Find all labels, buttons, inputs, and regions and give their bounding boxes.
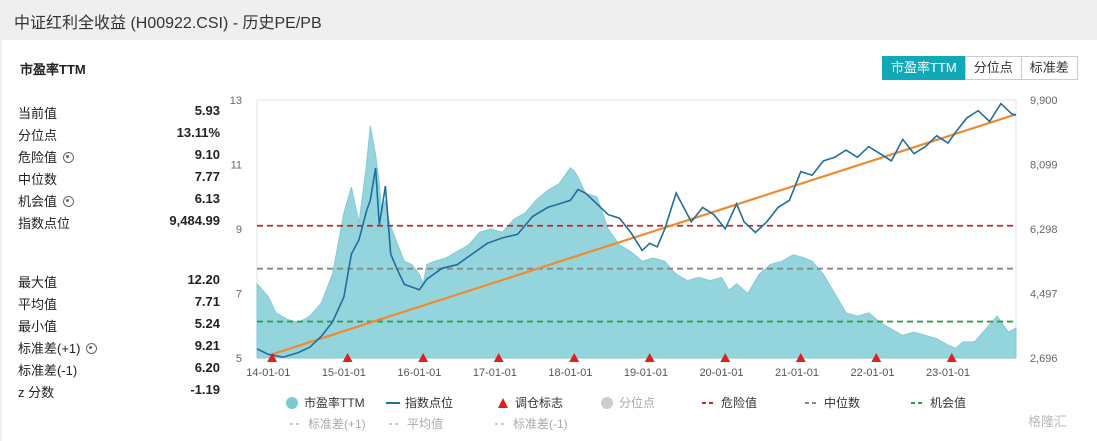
stat-label: 标准差(+1): [18, 338, 98, 357]
stat-row: 指数点位 9,484.99: [18, 210, 220, 232]
gear-icon[interactable]: [63, 196, 75, 207]
stat-value: -1.19: [190, 382, 220, 397]
rebalance-marker: [946, 353, 957, 362]
pe-area-series: [256, 125, 1017, 359]
metric-toggle: 市盈率TTM 分位点 标准差: [882, 56, 1078, 80]
stat-value: 12.20: [187, 272, 220, 287]
stat-row: 平均值 7.71: [18, 291, 220, 313]
stat-label: 危险值: [18, 147, 75, 166]
x-tick-label: 19-01-01: [624, 367, 668, 379]
stat-label: 最大值: [18, 275, 58, 290]
title-bar: 中证红利全收益 (H00922.CSI) - 历史PE/PB: [0, 0, 1097, 40]
stat-value: 7.77: [194, 169, 220, 184]
legend-label: 中位数: [824, 395, 860, 410]
stat-label: z 分数: [18, 385, 55, 400]
legend-label: 指数点位: [405, 395, 453, 410]
index-line-series: [256, 102, 1017, 358]
y-right-tick-label: 2,696: [1030, 353, 1058, 365]
legend-label: 机会值: [930, 395, 966, 410]
page-title: 中证红利全收益 (H00922.CSI) - 历史PE/PB: [14, 15, 322, 32]
stat-row: 标准差(+1) 9.21: [18, 335, 220, 357]
stat-row: 当前值 5.93: [18, 100, 220, 122]
x-tick-label: 16-01-01: [397, 367, 441, 379]
pe-chart: 5 7 9 11 13 2,696 4,497 6,298 8,099 9,900 14-01-01…: [230, 95, 1058, 431]
y-right-tick-label: 6,298: [1030, 224, 1058, 236]
stats-bottom-panel: 最大值 12.20 平均值 7.71 最小值 5.24 标准差(+1) 9.21 标准差…: [18, 269, 220, 401]
x-tick-label: 17-01-01: [473, 367, 517, 379]
x-tick-label: 23-01-01: [926, 367, 970, 379]
legend-label: 平均值: [407, 416, 443, 431]
stat-value: 9.10: [194, 147, 220, 162]
rebalance-marker: [418, 353, 429, 362]
y-left-tick-label: 13: [230, 95, 242, 107]
y-left-tick-label: 5: [236, 353, 242, 365]
legend-label: 调仓标志: [515, 396, 563, 410]
stat-value: 6.20: [194, 360, 220, 375]
stat-value: 5.24: [194, 316, 220, 331]
rebalance-marker: [795, 353, 806, 362]
x-tick-label: 22-01-01: [850, 367, 894, 379]
legend-swatch-percentile: [601, 397, 613, 409]
section-title: 市盈率TTM: [20, 62, 86, 77]
chart-card: 市盈率TTM 市盈率TTM 分位点 标准差 当前值 5.93 分位点 13.11% …: [2, 40, 1097, 441]
gear-icon[interactable]: [86, 343, 98, 354]
rebalance-marker: [871, 353, 882, 362]
y-left-tick-label: 11: [231, 160, 242, 172]
legend-label: 标准差(-1): [513, 417, 568, 431]
stat-label: 最小值: [18, 319, 58, 334]
y-right-tick-label: 4,497: [1030, 289, 1058, 301]
stat-label: 分位点: [18, 128, 58, 143]
x-tick-label: 21-01-01: [775, 367, 819, 379]
x-tick-label: 15-01-01: [322, 367, 366, 379]
rebalance-marker: [342, 353, 353, 362]
legend-label: 标准差(+1): [308, 417, 366, 431]
rebalance-marker: [493, 353, 504, 362]
stat-value: 5.93: [194, 103, 220, 118]
stat-label: 指数点位: [18, 216, 71, 231]
stat-value: 9.21: [194, 338, 220, 353]
x-tick-label: 20-01-01: [699, 367, 743, 379]
stat-row: z 分数 -1.19: [18, 379, 220, 401]
stats-top-panel: 当前值 5.93 分位点 13.11% 危险值 9.10 中位数 7.77 机会值 6.1…: [18, 100, 220, 232]
toggle-std-button[interactable]: 标准差: [1020, 56, 1078, 80]
legend-swatch-marker: [498, 398, 508, 408]
x-tick-label: 18-01-01: [548, 367, 592, 379]
stat-row: 最大值 12.20: [18, 269, 220, 291]
legend-label: 危险值: [721, 395, 757, 410]
rebalance-marker: [267, 353, 278, 362]
stat-row: 危险值 9.10: [18, 144, 220, 166]
stat-row: 中位数 7.77: [18, 166, 220, 188]
rebalance-marker: [644, 353, 655, 362]
stat-value: 6.13: [194, 191, 220, 206]
legend-label: 市盈率TTM: [304, 395, 365, 410]
trend-line: [271, 113, 1017, 356]
rebalance-marker: [569, 353, 580, 362]
y-right-tick-label: 8,099: [1030, 160, 1058, 172]
gear-icon[interactable]: [63, 152, 75, 163]
stat-row: 分位点 13.11%: [18, 122, 220, 144]
stat-label: 标准差(-1): [18, 363, 78, 378]
stat-value: 13.11%: [176, 125, 220, 140]
rebalance-marker: [720, 353, 731, 362]
stat-label: 平均值: [18, 297, 58, 312]
stat-label: 当前值: [18, 106, 58, 121]
y-left-tick-label: 9: [236, 224, 242, 236]
stat-row: 标准差(-1) 6.20: [18, 357, 220, 379]
stat-row: 机会值 6.13: [18, 188, 220, 210]
legend-label: 分位点: [619, 395, 655, 410]
stat-row: 最小值 5.24: [18, 313, 220, 335]
stat-value: 9,484.99: [169, 213, 220, 228]
y-right-tick-label: 9,900: [1030, 95, 1058, 107]
stat-label: 机会值: [18, 191, 75, 210]
stat-value: 7.71: [194, 294, 220, 309]
x-tick-label: 14-01-01: [246, 367, 290, 379]
y-left-tick-label: 7: [236, 289, 242, 301]
stat-label: 中位数: [18, 172, 58, 187]
legend-swatch-pe: [286, 397, 298, 409]
watermark-logo: 格隆汇: [1028, 414, 1068, 429]
